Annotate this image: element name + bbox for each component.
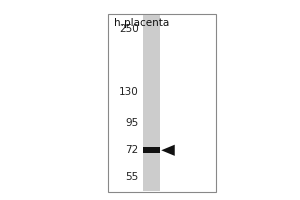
Polygon shape xyxy=(161,145,175,156)
Text: 130: 130 xyxy=(119,87,139,97)
Text: h.placenta: h.placenta xyxy=(114,18,169,28)
Text: 72: 72 xyxy=(125,145,139,155)
Text: 95: 95 xyxy=(125,118,139,128)
Text: 250: 250 xyxy=(119,24,139,34)
Bar xyxy=(143,15,160,191)
Bar xyxy=(143,147,160,153)
Bar xyxy=(108,14,216,192)
Text: 55: 55 xyxy=(125,172,139,182)
